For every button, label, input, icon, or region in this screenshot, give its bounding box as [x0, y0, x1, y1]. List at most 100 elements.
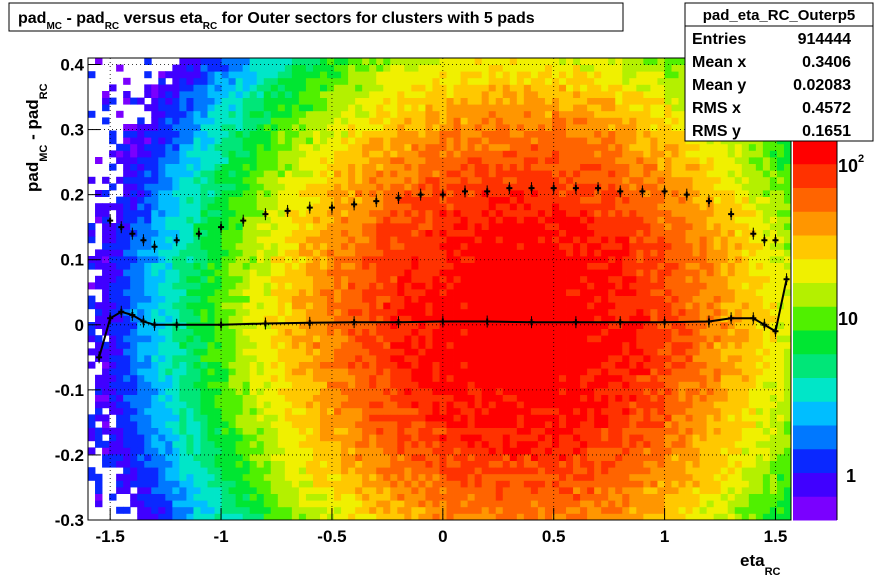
heatmap-cell	[116, 295, 124, 303]
heatmap-cell	[144, 388, 152, 395]
heatmap-cell	[439, 401, 447, 409]
heatmap-cell	[355, 460, 363, 468]
heatmap-cell	[221, 295, 229, 303]
heatmap-cell	[509, 381, 518, 389]
heatmap-cell	[446, 467, 454, 475]
heatmap-cell	[249, 414, 258, 422]
heatmap-cell	[425, 315, 433, 323]
heatmap-cell	[481, 506, 490, 514]
heatmap-cell	[411, 256, 419, 263]
heatmap-cell	[559, 421, 567, 428]
heatmap-cell	[123, 203, 131, 211]
heatmap-cell	[249, 262, 258, 270]
heatmap-cell	[474, 335, 483, 343]
heatmap-cell	[481, 143, 490, 151]
heatmap-cell	[334, 407, 342, 415]
heatmap-cell	[495, 97, 504, 105]
heatmap-cell	[530, 388, 539, 395]
heatmap-cell	[453, 104, 461, 112]
heatmap-cell	[404, 157, 412, 164]
heatmap-cell	[432, 64, 440, 72]
heatmap-cell	[228, 289, 237, 296]
heatmap-cell	[172, 421, 180, 428]
heatmap-cell	[390, 315, 398, 323]
heatmap-cell	[397, 223, 405, 230]
heatmap-cell	[453, 460, 461, 468]
heatmap-cell	[165, 513, 173, 521]
heatmap-cell	[594, 110, 602, 118]
heatmap-cell	[474, 289, 483, 296]
heatmap-cell	[116, 368, 124, 376]
heatmap-cell	[165, 236, 173, 244]
heatmap-cell	[298, 124, 307, 131]
heatmap-cell	[179, 500, 187, 508]
heatmap-cell	[172, 381, 180, 389]
heatmap-cell	[186, 308, 194, 316]
heatmap-cell	[509, 209, 518, 217]
heatmap-cell	[383, 209, 391, 217]
heatmap-cell	[116, 341, 124, 349]
heatmap-cell	[341, 308, 349, 316]
heatmap-cell	[601, 77, 609, 85]
heatmap-cell	[411, 58, 419, 65]
heatmap-cell	[355, 203, 363, 211]
heatmap-cell	[158, 315, 166, 323]
heatmap-cell	[137, 282, 145, 290]
heatmap-cell	[446, 170, 454, 178]
heatmap-cell	[559, 513, 567, 521]
heatmap-cell	[481, 315, 490, 323]
heatmap-cell	[502, 176, 511, 184]
heatmap-cell	[369, 302, 377, 310]
heatmap-cell	[516, 473, 525, 481]
heatmap-cell	[390, 440, 398, 448]
heatmap-cell	[418, 229, 426, 237]
heatmap-cell	[566, 150, 574, 158]
heatmap-cell	[355, 77, 363, 85]
heatmap-cell	[425, 434, 433, 442]
heatmap-cell	[474, 190, 483, 197]
heatmap-cell	[312, 84, 321, 92]
heatmap-cell	[327, 328, 335, 336]
heatmap-cell	[362, 427, 370, 435]
heatmap-cell	[312, 295, 321, 303]
heatmap-cell	[530, 493, 539, 501]
heatmap-cell	[327, 506, 335, 514]
heatmap-cell	[488, 394, 497, 402]
heatmap-cell	[116, 275, 124, 283]
heatmap-cell	[355, 249, 363, 257]
heatmap-cell	[587, 295, 595, 303]
heatmap-cell	[158, 295, 166, 303]
heatmap-cell	[137, 196, 145, 204]
heatmap-cell	[446, 335, 454, 343]
heatmap-cell	[319, 203, 328, 211]
heatmap-cell	[327, 374, 335, 382]
heatmap-cell	[298, 355, 307, 362]
heatmap-cell	[425, 216, 433, 224]
heatmap-cell	[418, 506, 426, 514]
heatmap-cell	[523, 289, 532, 296]
heatmap-cell	[362, 355, 370, 362]
heatmap-cell	[291, 176, 300, 184]
heatmap-cell	[495, 368, 504, 376]
heatmap-cell	[411, 374, 419, 382]
heatmap-cell	[165, 302, 173, 310]
heatmap-cell	[312, 355, 321, 362]
heatmap-cell	[165, 275, 173, 283]
heatmap-cell	[383, 361, 391, 369]
heatmap-cell	[263, 480, 272, 488]
heatmap-cell	[298, 130, 307, 138]
heatmap-cell	[432, 71, 440, 79]
heatmap-cell	[137, 473, 145, 481]
heatmap-cell	[109, 454, 117, 461]
heatmap-cell	[418, 289, 426, 296]
heatmap-cell	[362, 473, 370, 481]
heatmap-cell	[530, 302, 539, 310]
heatmap-cell	[130, 480, 138, 488]
heatmap-cell	[404, 295, 412, 303]
heatmap-cell	[537, 374, 546, 382]
heatmap-cell	[397, 196, 405, 204]
heatmap-cell	[502, 183, 511, 191]
heatmap-cell	[390, 388, 398, 395]
heatmap-cell	[172, 394, 180, 402]
heatmap-cell	[432, 493, 440, 501]
